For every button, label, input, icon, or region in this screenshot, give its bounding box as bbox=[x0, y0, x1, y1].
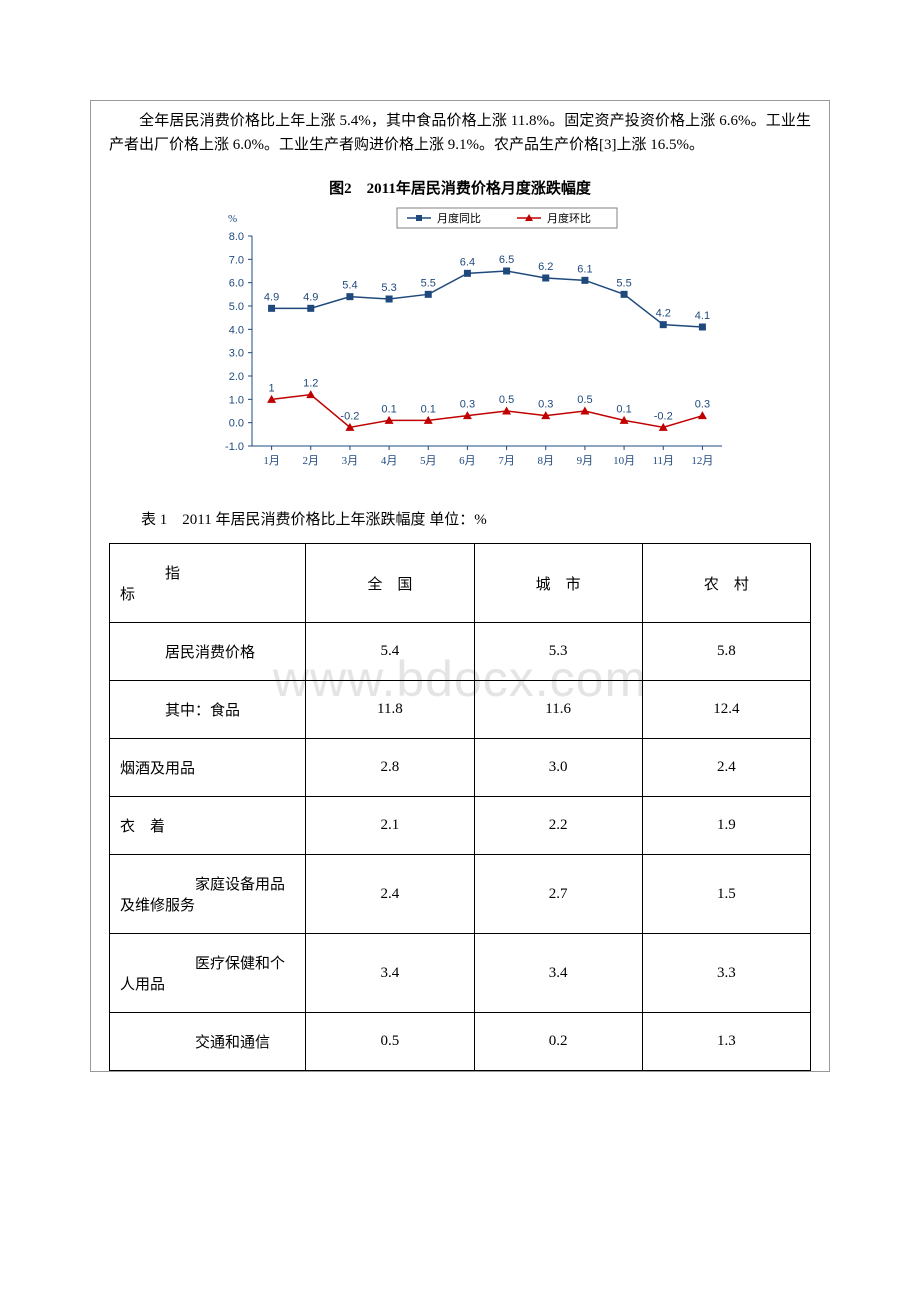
svg-text:-1.0: -1.0 bbox=[225, 441, 244, 453]
svg-text:0.1: 0.1 bbox=[616, 403, 631, 415]
svg-text:0.3: 0.3 bbox=[695, 399, 710, 411]
svg-text:4.9: 4.9 bbox=[264, 291, 279, 303]
svg-text:0.1: 0.1 bbox=[381, 403, 396, 415]
svg-text:0.3: 0.3 bbox=[538, 399, 553, 411]
svg-text:11月: 11月 bbox=[652, 455, 674, 467]
svg-text:10月: 10月 bbox=[613, 455, 635, 467]
svg-text:4.1: 4.1 bbox=[695, 310, 710, 322]
table-header-cell: 全 国 bbox=[306, 544, 474, 623]
indicator-cell: 烟酒及用品 bbox=[110, 739, 306, 797]
table-header-row: 指 标全 国城 市农 村 bbox=[110, 544, 811, 623]
value-cell: 0.2 bbox=[474, 1013, 642, 1071]
value-cell: 5.3 bbox=[474, 623, 642, 681]
svg-text:0.5: 0.5 bbox=[577, 394, 592, 406]
value-cell: 2.8 bbox=[306, 739, 474, 797]
chart-container: 图2 2011年居民消费价格月度涨跌幅度 % -1.0 0.0 1.0 2.0 3.0 4.… bbox=[91, 171, 829, 494]
table-header-cell: 城 市 bbox=[474, 544, 642, 623]
indicator-cell: 衣 着 bbox=[110, 797, 306, 855]
svg-text:6.0: 6.0 bbox=[229, 278, 244, 290]
value-cell: 5.4 bbox=[306, 623, 474, 681]
value-cell: 1.5 bbox=[642, 855, 810, 934]
value-cell: 3.4 bbox=[306, 934, 474, 1013]
svg-text:6.1: 6.1 bbox=[577, 263, 592, 275]
svg-text:6.4: 6.4 bbox=[460, 256, 475, 268]
value-cell: 3.3 bbox=[642, 934, 810, 1013]
svg-text:-0.2: -0.2 bbox=[340, 410, 359, 422]
svg-text:4月: 4月 bbox=[381, 455, 398, 467]
table-row: 交通和通信0.50.21.3 bbox=[110, 1013, 811, 1071]
svg-text:1.0: 1.0 bbox=[229, 394, 244, 406]
value-cell: 3.0 bbox=[474, 739, 642, 797]
svg-text:5.5: 5.5 bbox=[421, 277, 436, 289]
svg-text:12月: 12月 bbox=[691, 455, 713, 467]
svg-text:0.5: 0.5 bbox=[499, 394, 514, 406]
value-cell: 3.4 bbox=[474, 934, 642, 1013]
value-cell: 11.8 bbox=[306, 681, 474, 739]
svg-text:5.0: 5.0 bbox=[229, 301, 244, 313]
cpi-line-chart: % -1.0 0.0 1.0 2.0 3.0 4.0 5.0 6.0 7.0 8.0 1月 2月 3月 4月… bbox=[190, 202, 730, 482]
table-header-cell: 指 标 bbox=[110, 544, 306, 623]
svg-text:5.4: 5.4 bbox=[342, 280, 357, 292]
svg-text:8.0: 8.0 bbox=[229, 231, 244, 243]
value-cell: 0.5 bbox=[306, 1013, 474, 1071]
value-cell: 11.6 bbox=[474, 681, 642, 739]
svg-text:6.2: 6.2 bbox=[538, 261, 553, 273]
value-cell: 2.2 bbox=[474, 797, 642, 855]
table-header-cell: 农 村 bbox=[642, 544, 810, 623]
svg-text:-0.2: -0.2 bbox=[654, 410, 673, 422]
intro-paragraph: 全年居民消费价格比上年上涨 5.4%，其中食品价格上涨 11.8%。固定资产投资… bbox=[91, 101, 829, 171]
svg-text:3月: 3月 bbox=[342, 455, 359, 467]
svg-text:0.0: 0.0 bbox=[229, 418, 244, 430]
svg-text:9月: 9月 bbox=[577, 455, 594, 467]
value-cell: 5.8 bbox=[642, 623, 810, 681]
svg-text:1: 1 bbox=[269, 382, 275, 394]
indicator-cell: 医疗保健和个人用品 bbox=[110, 934, 306, 1013]
table-row: 烟酒及用品2.83.02.4 bbox=[110, 739, 811, 797]
svg-text:4.9: 4.9 bbox=[303, 291, 318, 303]
svg-text:7月: 7月 bbox=[498, 455, 515, 467]
svg-text:1.2: 1.2 bbox=[303, 378, 318, 390]
table-row: 医疗保健和个人用品3.43.43.3 bbox=[110, 934, 811, 1013]
svg-text:6.5: 6.5 bbox=[499, 254, 514, 266]
svg-text:月度环比: 月度环比 bbox=[547, 211, 591, 225]
cpi-table: 指 标全 国城 市农 村 居民消费价格5.45.35.8 其中：食品11.811… bbox=[109, 543, 811, 1071]
svg-text:2月: 2月 bbox=[303, 455, 320, 467]
svg-text:5.5: 5.5 bbox=[616, 277, 631, 289]
value-cell: 2.4 bbox=[642, 739, 810, 797]
svg-text:5月: 5月 bbox=[420, 455, 437, 467]
svg-text:6月: 6月 bbox=[459, 455, 476, 467]
value-cell: 1.3 bbox=[642, 1013, 810, 1071]
indicator-cell: 其中：食品 bbox=[110, 681, 306, 739]
svg-text:8月: 8月 bbox=[538, 455, 555, 467]
value-cell: 1.9 bbox=[642, 797, 810, 855]
indicator-cell: 交通和通信 bbox=[110, 1013, 306, 1071]
indicator-cell: 居民消费价格 bbox=[110, 623, 306, 681]
svg-text:5.3: 5.3 bbox=[381, 282, 396, 294]
table-row: 居民消费价格5.45.35.8 bbox=[110, 623, 811, 681]
paragraph-text: 全年居民消费价格比上年上涨 5.4%，其中食品价格上涨 11.8%。固定资产投资… bbox=[109, 113, 811, 153]
chart-title: 图2 2011年居民消费价格月度涨跌幅度 bbox=[109, 177, 811, 198]
svg-text:7.0: 7.0 bbox=[229, 254, 244, 266]
svg-text:4.0: 4.0 bbox=[229, 324, 244, 336]
svg-text:4.2: 4.2 bbox=[656, 308, 671, 320]
svg-text:1月: 1月 bbox=[263, 455, 280, 467]
table-caption: 表 1 2011 年居民消费价格比上年涨跌幅度 单位：% bbox=[91, 494, 829, 543]
svg-text:0.3: 0.3 bbox=[460, 399, 475, 411]
svg-text:3.0: 3.0 bbox=[229, 348, 244, 360]
value-cell: 2.4 bbox=[306, 855, 474, 934]
indicator-cell: 家庭设备用品及维修服务 bbox=[110, 855, 306, 934]
svg-text:0.1: 0.1 bbox=[421, 403, 436, 415]
value-cell: 2.1 bbox=[306, 797, 474, 855]
value-cell: 12.4 bbox=[642, 681, 810, 739]
svg-text:月度同比: 月度同比 bbox=[437, 211, 481, 225]
value-cell: 2.7 bbox=[474, 855, 642, 934]
svg-text:%: % bbox=[228, 213, 237, 225]
document-content-box: 全年居民消费价格比上年上涨 5.4%，其中食品价格上涨 11.8%。固定资产投资… bbox=[90, 100, 830, 1072]
table-row: 衣 着2.12.21.9 bbox=[110, 797, 811, 855]
table-row: 家庭设备用品及维修服务2.42.71.5 bbox=[110, 855, 811, 934]
svg-text:2.0: 2.0 bbox=[229, 371, 244, 383]
table-row: 其中：食品11.811.612.4 bbox=[110, 681, 811, 739]
